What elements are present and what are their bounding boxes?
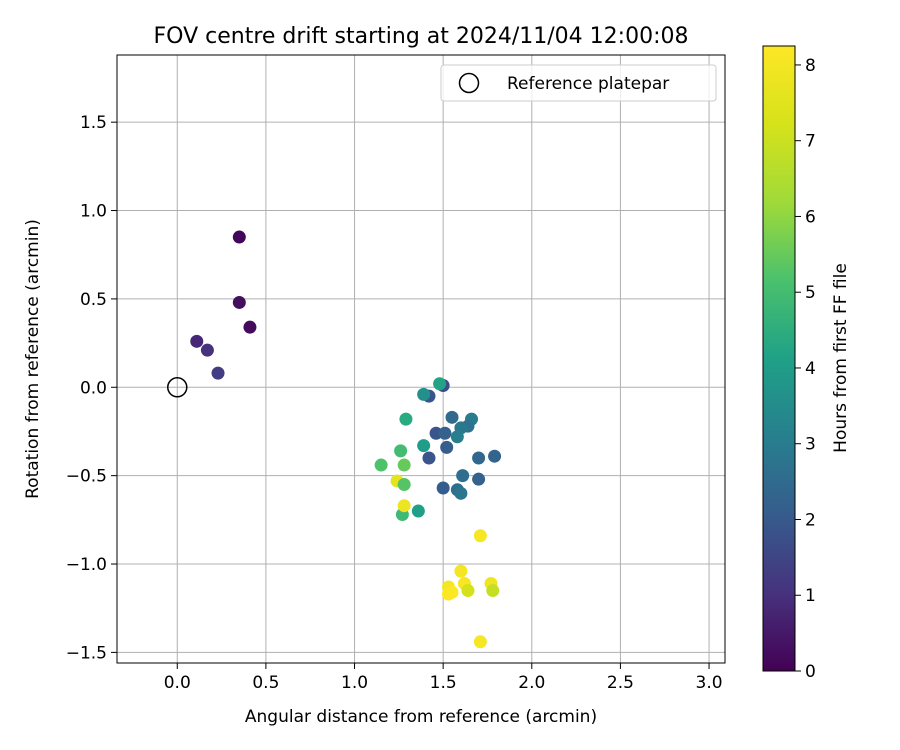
- chart-title: FOV centre drift starting at 2024/11/04 …: [154, 24, 689, 49]
- y-tick-label: 0.5: [80, 290, 107, 310]
- data-point: [454, 564, 468, 578]
- colorbar-tick-label: 2: [805, 510, 816, 530]
- legend-box: [440, 64, 717, 102]
- data-point: [454, 486, 468, 500]
- data-point: [440, 440, 454, 454]
- data-point: [486, 584, 500, 598]
- y-tick-label: −1.0: [66, 555, 107, 575]
- data-point: [211, 366, 225, 380]
- colorbar-tick-label: 5: [805, 283, 816, 303]
- data-point: [438, 426, 452, 440]
- x-axis-label: Angular distance from reference (arcmin): [245, 707, 597, 727]
- x-tick-label: 1.5: [430, 673, 457, 693]
- colorbar-label: Hours from first FF file: [831, 263, 851, 453]
- data-point: [232, 230, 246, 244]
- colorbar-tick-label: 0: [805, 662, 816, 682]
- colorbar-ticks: 0 1 2 3 4 5 6 7 8: [795, 56, 816, 682]
- data-point: [374, 458, 388, 472]
- colorbar-tick-label: 8: [805, 56, 816, 76]
- data-point: [456, 469, 470, 483]
- colorbar-tick-label: 3: [805, 435, 816, 455]
- data-point: [397, 458, 411, 472]
- colorbar-tick-label: 1: [805, 586, 816, 606]
- data-point: [417, 387, 431, 401]
- x-tick-label: 0.5: [252, 673, 279, 693]
- data-point: [436, 481, 450, 495]
- data-point: [488, 449, 502, 463]
- plot-background: [117, 55, 725, 663]
- data-point: [422, 451, 436, 465]
- data-point: [461, 584, 475, 598]
- data-point: [397, 477, 411, 491]
- y-tick-label: 1.0: [80, 202, 107, 222]
- y-tick-label: −0.5: [66, 467, 107, 487]
- data-point: [399, 412, 413, 426]
- colorbar-tick-label: 7: [805, 132, 816, 152]
- colorbar-gradient: [762, 45, 796, 672]
- data-point: [472, 451, 486, 465]
- data-point: [417, 439, 431, 453]
- data-point: [473, 635, 487, 649]
- legend: Reference platepar: [440, 64, 717, 102]
- plot-area: 0.0 0.5 1.0 1.5 2.0 2.5 3.0 −1.5 −1.0 −0.5 0.0 0.5…: [66, 54, 726, 693]
- data-point: [433, 377, 447, 391]
- y-tick-label: −1.5: [66, 643, 107, 663]
- reference-marker: [167, 377, 188, 398]
- data-point: [473, 529, 487, 543]
- legend-marker: [458, 72, 480, 94]
- x-tick-label: 1.0: [341, 673, 368, 693]
- y-tick-label: 1.5: [80, 113, 107, 133]
- data-point: [450, 430, 464, 444]
- x-tick-label: 2.5: [607, 673, 634, 693]
- y-tick-label: 0.0: [80, 378, 107, 398]
- data-point: [394, 444, 408, 458]
- legend-entry-reference: Reference platepar: [507, 74, 669, 94]
- data-point: [441, 587, 455, 601]
- x-tick-label: 2.0: [518, 673, 545, 693]
- y-axis-label: Rotation from reference (arcmin): [23, 219, 43, 499]
- data-point: [190, 334, 204, 348]
- colorbar-tick-label: 6: [805, 207, 816, 227]
- data-point: [232, 295, 246, 309]
- data-point: [472, 472, 486, 486]
- grid: [117, 55, 725, 663]
- x-tick-label: 3.0: [696, 673, 723, 693]
- colorbar-tick-label: 4: [805, 359, 816, 379]
- plot-frame: [116, 54, 726, 664]
- data-points: [190, 230, 502, 649]
- data-point: [445, 410, 459, 424]
- colorbar: 0 1 2 3 4 5 6 7 8 Hours from first FF file: [762, 45, 851, 682]
- data-point: [200, 343, 214, 357]
- x-axis-ticks: 0.0 0.5 1.0 1.5 2.0 2.5 3.0: [164, 663, 723, 693]
- data-point: [397, 499, 411, 513]
- data-point: [243, 320, 257, 334]
- x-tick-label: 0.0: [164, 673, 191, 693]
- data-point: [411, 504, 425, 518]
- y-axis-ticks: −1.5 −1.0 −0.5 0.0 0.5 1.0 1.5: [66, 113, 117, 663]
